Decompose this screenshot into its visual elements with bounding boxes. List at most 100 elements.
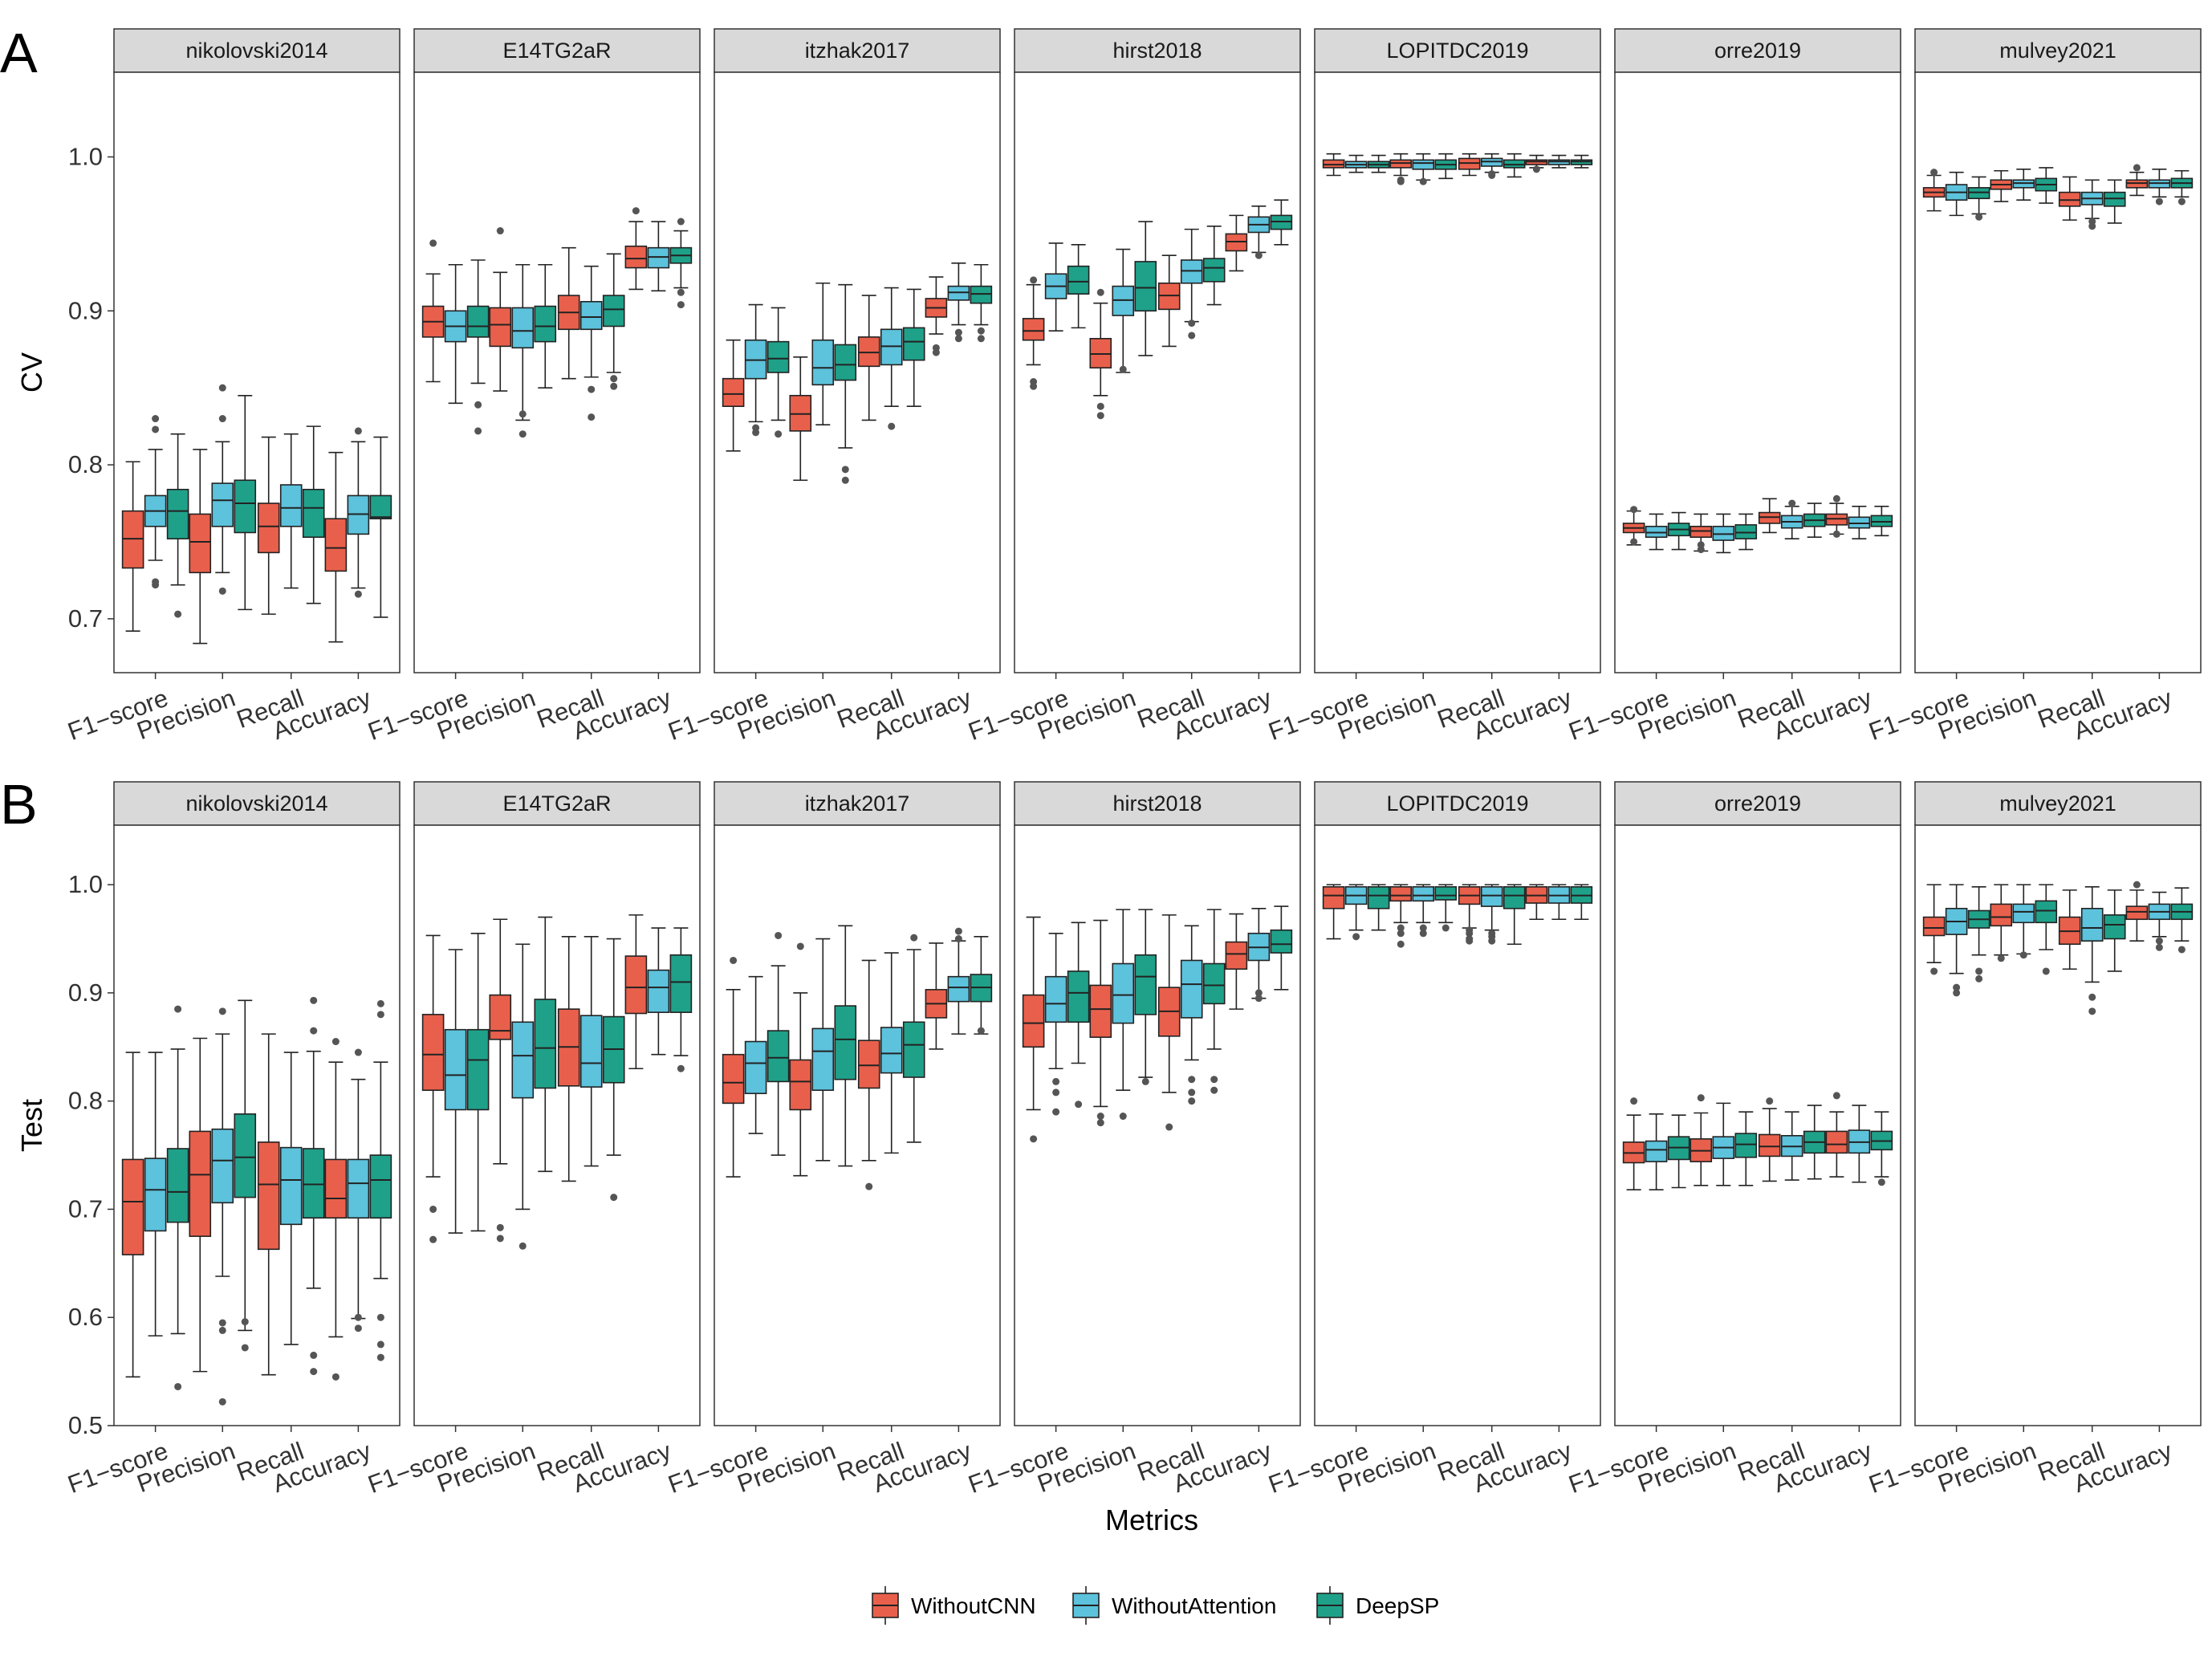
box xyxy=(1389,886,1413,902)
outlier-point xyxy=(1930,169,1938,177)
box xyxy=(1412,159,1435,170)
outlier-point xyxy=(496,227,504,235)
facet-LOPITDC2019: LOPITDC2019F1−scorePrecisionRecallAccura… xyxy=(1265,781,1601,1499)
box xyxy=(211,1128,234,1204)
outlier-point xyxy=(1119,1113,1127,1121)
box xyxy=(466,1028,490,1111)
box xyxy=(1134,261,1157,312)
outlier-point xyxy=(1052,1088,1060,1096)
box xyxy=(1202,962,1226,1005)
outlier-point xyxy=(2133,164,2141,172)
facet-panel xyxy=(413,71,701,673)
facet-strip-label: itzhak2017 xyxy=(805,791,910,816)
facet-strip xyxy=(113,28,401,73)
facet-strip-label: itzhak2017 xyxy=(805,39,910,63)
outlier-point xyxy=(888,422,896,430)
outlier-point xyxy=(1766,1097,1774,1105)
box xyxy=(302,1148,325,1219)
outlier-point xyxy=(910,934,918,942)
outlier-point xyxy=(1030,276,1038,284)
facet-panel xyxy=(1014,71,1301,673)
outlier-point xyxy=(1119,365,1127,373)
outlier-point xyxy=(2177,197,2186,205)
outlier-point xyxy=(310,996,318,1004)
facet-strip xyxy=(1914,781,2202,826)
box xyxy=(1412,886,1435,902)
outlier-point xyxy=(1532,165,1540,173)
outlier-point xyxy=(1930,967,1938,975)
outlier-point xyxy=(241,1318,249,1326)
outlier-point xyxy=(1210,1076,1218,1084)
facet-strip-label: hirst2018 xyxy=(1112,791,1202,816)
facet-nikolovski2014: nikolovski2014F1−scorePrecisionRecallAcc… xyxy=(64,781,401,1499)
facet-strip-label: nikolovski2014 xyxy=(185,39,327,63)
outlier-point xyxy=(310,1368,318,1376)
outlier-point xyxy=(1096,288,1104,296)
y-tick-label: 0.7 xyxy=(68,1194,103,1223)
facet-panel xyxy=(1014,824,1301,1426)
box xyxy=(534,999,557,1089)
outlier-point xyxy=(932,348,940,356)
facet-panel xyxy=(1614,824,1901,1426)
outlier-point xyxy=(1096,1113,1104,1121)
y-tick-label: 0.6 xyxy=(68,1303,103,1331)
facet-strip xyxy=(1614,781,1901,826)
facet-strip xyxy=(714,28,1001,73)
box xyxy=(1067,970,1090,1023)
box xyxy=(744,1040,767,1095)
facet-strip-label: LOPITDC2019 xyxy=(1386,791,1528,816)
box xyxy=(257,502,280,554)
box xyxy=(166,1148,189,1223)
box xyxy=(369,1154,392,1219)
outlier-point xyxy=(331,1038,340,1046)
box xyxy=(279,1146,303,1226)
outlier-point xyxy=(1397,924,1405,932)
facet-strip-label: orre2019 xyxy=(1714,791,1801,816)
facet-strip xyxy=(413,781,701,826)
outlier-point xyxy=(1141,1077,1149,1085)
outlier-point xyxy=(1975,213,1983,221)
outlier-point xyxy=(954,935,962,943)
outlier-point xyxy=(152,415,160,423)
box xyxy=(166,488,189,539)
outlier-point xyxy=(1630,1097,1638,1105)
outlier-point xyxy=(775,430,783,438)
outlier-point xyxy=(241,1344,249,1352)
outlier-point xyxy=(2177,946,2186,954)
box xyxy=(257,1141,280,1251)
outlier-point xyxy=(1419,177,1427,185)
facet-strip xyxy=(714,781,1001,826)
outlier-point xyxy=(1030,382,1038,390)
y-tick-label: 0.7 xyxy=(68,604,103,633)
outlier-point xyxy=(2088,1007,2096,1015)
outlier-point xyxy=(1630,506,1638,514)
outlier-point xyxy=(2155,197,2163,205)
outlier-point xyxy=(429,1205,437,1213)
box xyxy=(302,488,325,539)
outlier-point xyxy=(677,1064,685,1072)
outlier-point xyxy=(496,1235,504,1243)
outlier-point xyxy=(1188,1088,1196,1096)
box xyxy=(121,1158,144,1255)
outlier-point xyxy=(1352,933,1360,941)
outlier-point xyxy=(610,1194,618,1202)
box xyxy=(1022,994,1045,1048)
facet-panel xyxy=(113,824,401,1426)
facet-strip xyxy=(1314,28,1601,73)
outlier-point xyxy=(1975,974,1983,983)
outlier-point xyxy=(1052,1108,1060,1116)
outlier-point xyxy=(376,1353,384,1361)
facet-strip xyxy=(113,781,401,826)
panel-b: B Test 0.5 0.6 0.7 0.8 0.9 1.0nikolovski2014F1−… xyxy=(0,773,2202,1499)
box xyxy=(1322,886,1345,909)
outlier-point xyxy=(1210,1086,1218,1094)
y-tick-label: 0.9 xyxy=(68,979,103,1007)
box xyxy=(1825,1130,1848,1154)
box xyxy=(347,1158,370,1219)
outlier-point xyxy=(954,335,962,343)
box xyxy=(902,327,925,361)
outlier-point xyxy=(2155,937,2163,945)
